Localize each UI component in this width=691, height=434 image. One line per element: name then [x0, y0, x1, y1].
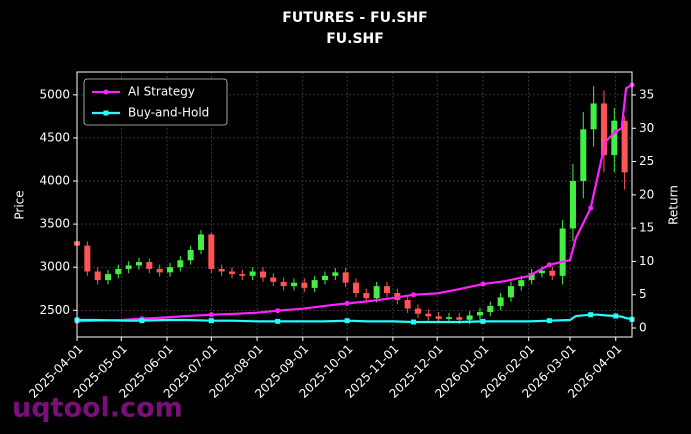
candle-body: [290, 282, 297, 287]
chart-subtitle: FU.SHF: [326, 31, 384, 47]
candle-body: [208, 234, 215, 269]
y-tick-label: 3500: [39, 217, 70, 231]
candle-body: [476, 312, 483, 316]
candle-body: [249, 271, 256, 276]
candle-body: [425, 313, 432, 317]
marker: [411, 292, 417, 298]
marker: [275, 318, 281, 324]
y-axis-label: Price: [13, 190, 27, 219]
legend-marker: [103, 89, 109, 95]
marker: [208, 318, 214, 324]
candle-body: [94, 271, 101, 281]
y-tick-label: 2500: [39, 303, 70, 317]
marker: [344, 300, 350, 306]
marker: [613, 129, 619, 135]
candle-body: [135, 262, 142, 266]
candle-body: [352, 282, 359, 294]
candle-body: [559, 228, 566, 276]
candle-body: [218, 268, 225, 272]
candle-body: [125, 265, 132, 269]
candle-body: [497, 297, 504, 306]
candle-body: [456, 317, 463, 320]
candle-body: [177, 260, 184, 268]
marker: [411, 319, 417, 325]
y2-axis-label: Return: [667, 185, 681, 225]
y2-tick-label: 5: [639, 287, 647, 301]
candle-body: [621, 120, 628, 173]
candle-body: [507, 286, 514, 298]
candle-body: [611, 120, 618, 156]
marker: [344, 318, 350, 324]
candle-body: [600, 103, 607, 156]
candle-body: [332, 272, 339, 276]
marker: [546, 318, 552, 324]
y2-tick-label: 30: [639, 121, 654, 135]
candle-body: [487, 305, 494, 313]
candle-body: [259, 271, 266, 278]
candle-body: [156, 268, 163, 273]
marker: [546, 262, 552, 268]
y-tick-label: 4000: [39, 174, 70, 188]
candle-body: [435, 316, 442, 319]
candle-body: [549, 270, 556, 276]
candle-body: [590, 103, 597, 130]
candle-body: [373, 286, 380, 299]
y2-tick-label: 15: [639, 221, 654, 235]
candle-body: [115, 268, 122, 275]
y2-tick-label: 25: [639, 154, 654, 168]
y-tick-label: 5000: [39, 87, 70, 101]
candle-body: [580, 129, 587, 182]
candle-body: [228, 271, 235, 275]
candle-body: [518, 280, 525, 287]
candle-body: [280, 281, 287, 287]
candle-body: [383, 286, 390, 294]
candle-body: [466, 315, 473, 320]
y2-tick-label: 0: [639, 321, 647, 335]
candle-body: [342, 272, 349, 283]
candle-body: [311, 280, 318, 288]
marker: [208, 312, 214, 318]
marker: [588, 205, 594, 211]
candle-body: [321, 275, 328, 281]
y2-tick-label: 10: [639, 254, 654, 268]
candle-body: [414, 308, 421, 314]
legend-label: AI Strategy: [128, 85, 195, 99]
marker: [588, 312, 594, 318]
plot-frame: [76, 71, 633, 338]
candle-body: [569, 181, 576, 229]
candle-body: [270, 277, 277, 282]
marker: [480, 318, 486, 324]
candle-body: [445, 317, 452, 319]
candle-body: [538, 270, 545, 274]
candle-body: [239, 274, 246, 276]
y-tick-label: 4500: [39, 130, 70, 144]
legend-marker: [103, 110, 109, 116]
y-tick-label: 3000: [39, 260, 70, 274]
candle-body: [84, 245, 91, 272]
candle-body: [528, 273, 535, 281]
marker: [139, 318, 145, 324]
candle-body: [166, 267, 173, 273]
candle-body: [146, 262, 153, 269]
y2-tick-label: 35: [639, 87, 654, 101]
marker: [275, 308, 281, 314]
y2-tick-label: 20: [639, 187, 654, 201]
legend-label: Buy-and-Hold: [128, 106, 209, 120]
candle-body: [187, 249, 194, 261]
chart-title: FUTURES - FU.SHF: [282, 10, 427, 26]
candle-body: [301, 282, 308, 288]
candle-body: [104, 274, 111, 281]
candle-body: [363, 293, 370, 299]
candle-body: [404, 299, 411, 309]
watermark: uqtool.com: [12, 393, 183, 424]
candle-body: [197, 234, 204, 250]
marker: [480, 281, 486, 287]
marker: [613, 313, 619, 319]
